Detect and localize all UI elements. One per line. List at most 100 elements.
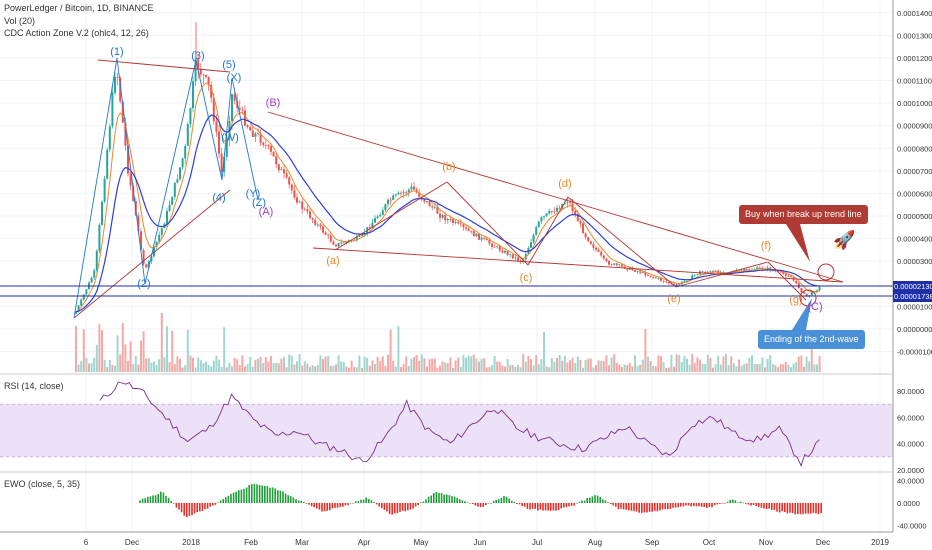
volume-bar: [236, 359, 239, 372]
trendline: [312, 247, 844, 283]
volume-bar: [597, 360, 600, 372]
ewo-bar: [700, 503, 703, 507]
ewo-bar: [479, 503, 482, 508]
ewo-bar: [201, 503, 204, 511]
candle-body: [90, 277, 93, 283]
ewo-bar: [383, 503, 386, 510]
candle-body: [712, 271, 714, 273]
volume-bar: [712, 367, 714, 372]
ewo-bar: [638, 503, 640, 513]
candle-body: [238, 107, 241, 110]
ewo-bar: [417, 503, 419, 506]
ewo-bar: [451, 496, 453, 503]
candle-body: [379, 215, 382, 217]
volume-bar: [457, 357, 460, 372]
ewo-bar: [240, 489, 243, 503]
ewo-bar: [355, 501, 357, 503]
ewo-bar: [430, 495, 432, 503]
ewo-bar: [334, 503, 336, 508]
ewo-bar: [620, 503, 622, 509]
candle-body: [376, 216, 379, 218]
volume-bar: [509, 365, 512, 372]
candle-body: [293, 190, 296, 198]
volume-bar: [517, 364, 519, 372]
volume-bar: [257, 358, 259, 372]
volume-bar: [587, 358, 590, 372]
candle-body: [756, 267, 759, 270]
ewo-bar: [344, 503, 347, 506]
candle-body: [579, 221, 582, 224]
ewo-bar: [336, 503, 339, 508]
ewo-bar: [492, 500, 495, 503]
candle-body: [277, 164, 280, 171]
candle-body: [774, 270, 777, 272]
candle-body: [665, 281, 668, 283]
wave-label-x: (X): [227, 72, 242, 84]
ewo-bar: [287, 495, 289, 503]
candle-body: [545, 213, 548, 217]
main-panel-background: [0, 0, 893, 374]
ewo-bar: [295, 499, 297, 503]
volume-bar: [805, 356, 808, 372]
volume-bars: [75, 312, 821, 372]
candle-body: [683, 281, 686, 282]
ewo-bar: [521, 503, 523, 507]
volume-bar: [810, 331, 813, 372]
volume-bar: [314, 366, 317, 372]
volume-bar: [462, 354, 465, 372]
volume-bar: [522, 354, 525, 372]
trendline: [334, 181, 448, 251]
volume-bar: [566, 362, 569, 372]
ewo-bar: [680, 503, 682, 507]
ewo-tick-label: -40.0000: [897, 522, 927, 531]
chart-title: PowerLedger / Bitcoin, 1D, BINANCE: [4, 3, 154, 13]
volume-bar: [626, 365, 629, 372]
ewo-bar: [217, 502, 219, 504]
candle-body: [335, 244, 337, 247]
ewo-bar: [698, 503, 700, 507]
volume-bar: [803, 366, 805, 372]
ewo-bar: [422, 501, 425, 503]
candle-body: [389, 199, 392, 201]
volume-bar: [275, 362, 278, 372]
candle-body: [478, 233, 480, 240]
candle-body: [709, 271, 712, 273]
ewo-bar: [794, 503, 796, 515]
volume-bar: [571, 357, 574, 372]
candle-body: [441, 214, 444, 218]
volume-bar: [218, 359, 220, 372]
ewo-bar: [305, 503, 308, 504]
ewo-bar: [243, 488, 245, 503]
volume-bar: [197, 357, 200, 372]
candle-body: [649, 275, 652, 277]
candle-body: [673, 283, 675, 285]
x-tick-label: Oct: [703, 538, 716, 547]
ewo-bar: [407, 503, 409, 511]
ewo-bar: [651, 503, 653, 512]
ewo-bar: [178, 503, 180, 510]
ewo-bar: [329, 503, 331, 511]
ewo-bar: [537, 503, 539, 511]
volume-bar: [615, 362, 618, 372]
volume-bar: [600, 360, 603, 372]
candle-body: [706, 272, 709, 273]
candle-body: [810, 292, 813, 296]
candle-body: [80, 299, 83, 306]
volume-bar: [446, 363, 449, 372]
candle-body: [454, 221, 457, 223]
wave-label-1: (1): [110, 46, 123, 58]
volume-bar: [101, 330, 103, 372]
ewo-bar: [266, 486, 269, 503]
volume-bar: [371, 360, 374, 372]
ewo-bar: [760, 503, 763, 508]
candle-body: [790, 276, 792, 278]
volume-bar: [303, 361, 306, 372]
volume-bar: [184, 365, 187, 372]
ewo-bar: [290, 496, 292, 503]
ema-slow-line: [75, 114, 820, 313]
ewo-bar: [461, 500, 464, 503]
volume-bar: [121, 322, 124, 372]
candle-body: [192, 81, 194, 109]
